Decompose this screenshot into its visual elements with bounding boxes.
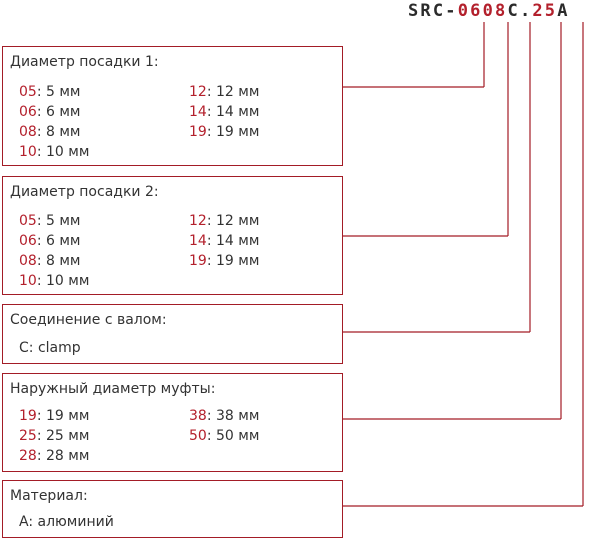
code-prefix: SRC-: [408, 1, 458, 21]
part-code: SRC-0608C.25A: [408, 0, 570, 22]
box-title: Материал:: [10, 488, 88, 504]
option-item: 08: 8 мм: [19, 253, 81, 269]
code-outer-diameter: 25: [532, 1, 558, 21]
option-item: 14: 14 мм: [189, 233, 260, 249]
box-outer-diameter: Наружный диаметр муфты: 19: 19 мм 25: 25…: [2, 373, 343, 472]
option-item: C: clamp: [19, 340, 81, 356]
option-item: 19: 19 мм: [189, 253, 260, 269]
box-title: Диаметр посадки 2:: [10, 184, 159, 200]
box-material: Материал: A: алюминий: [2, 480, 343, 538]
option-item: 12: 12 мм: [189, 84, 260, 100]
option-item: 05: 5 мм: [19, 213, 81, 229]
option-item: 12: 12 мм: [189, 213, 260, 229]
box-title: Диаметр посадки 1:: [10, 54, 159, 70]
box-title: Наружный диаметр муфты:: [10, 381, 216, 397]
option-item: 06: 6 мм: [19, 104, 81, 120]
option-item: 08: 8 мм: [19, 124, 81, 140]
box-bore-diameter-1: Диаметр посадки 1: 05: 5 мм 06: 6 мм 08:…: [2, 46, 343, 166]
option-item: 06: 6 мм: [19, 233, 81, 249]
option-item: 10: 10 мм: [19, 144, 90, 160]
option-item: A: алюминий: [19, 514, 114, 530]
code-connection: C: [507, 1, 520, 21]
box-bore-diameter-2: Диаметр посадки 2: 05: 5 мм 06: 6 мм 08:…: [2, 176, 343, 295]
option-item: 14: 14 мм: [189, 104, 260, 120]
option-item: 10: 10 мм: [19, 273, 90, 289]
option-item: 19: 19 мм: [19, 408, 90, 424]
option-item: 38: 38 мм: [189, 408, 260, 424]
option-item: 28: 28 мм: [19, 448, 90, 464]
option-item: 25: 25 мм: [19, 428, 90, 444]
option-item: 19: 19 мм: [189, 124, 260, 140]
code-bore-2: 08: [482, 1, 508, 21]
option-item: 05: 5 мм: [19, 84, 81, 100]
code-bore-1: 06: [457, 1, 483, 21]
option-item: 50: 50 мм: [189, 428, 260, 444]
code-dot: .: [519, 1, 533, 21]
box-shaft-connection: Соединение с валом: C: clamp: [2, 304, 343, 364]
box-title: Соединение с валом:: [10, 312, 167, 328]
code-material: A: [557, 1, 570, 21]
